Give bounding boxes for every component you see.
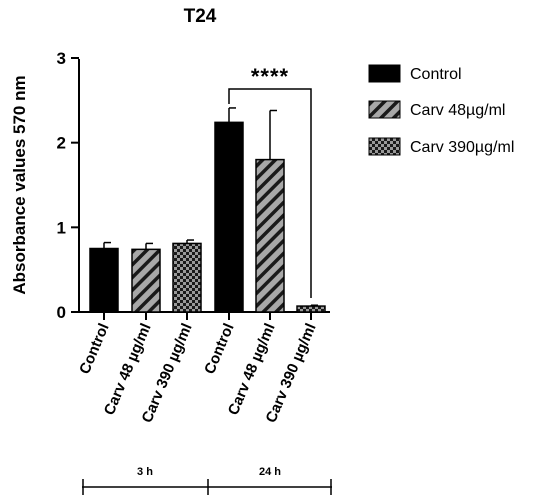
- group-label-3h: 3 h: [137, 466, 153, 478]
- significance-bracket: ****: [228, 64, 312, 298]
- bar: [214, 121, 244, 313]
- error-bars: [103, 107, 318, 307]
- legend-swatch-carv-390: [368, 137, 401, 156]
- y-ticks: 0 1 2 3: [57, 49, 79, 322]
- bar: [296, 305, 326, 313]
- bar: [172, 242, 202, 313]
- y-tick-label: 3: [57, 49, 66, 68]
- significance-bracket-line: [228, 88, 312, 298]
- legend-label-carv-48: Carv 48µg/ml: [410, 102, 505, 119]
- legend-swatch-control: [368, 64, 401, 83]
- bar: [131, 248, 161, 313]
- legend: Control Carv 48µg/ml Carv 390µg/ml: [368, 64, 514, 156]
- group-label-24h: 24 h: [259, 466, 281, 478]
- chart-title: T24: [184, 6, 217, 27]
- y-tick-label: 2: [57, 134, 66, 153]
- x-tick-label: Control: [201, 321, 237, 377]
- y-tick-label: 0: [57, 303, 66, 322]
- bar: [255, 158, 285, 313]
- y-tick-label: 1: [57, 218, 66, 237]
- bar: [89, 247, 119, 313]
- group-brackets: 3 h 24 h: [82, 466, 332, 495]
- bars: [89, 121, 326, 313]
- legend-label-carv-390: Carv 390µg/ml: [410, 139, 514, 156]
- legend-label-control: Control: [410, 66, 462, 83]
- x-tick-label: Control: [76, 321, 112, 377]
- significance-label: ****: [251, 64, 289, 89]
- y-axis-label: Absorbance values 570 nm: [10, 75, 29, 294]
- legend-swatch-carv-48: [368, 100, 401, 119]
